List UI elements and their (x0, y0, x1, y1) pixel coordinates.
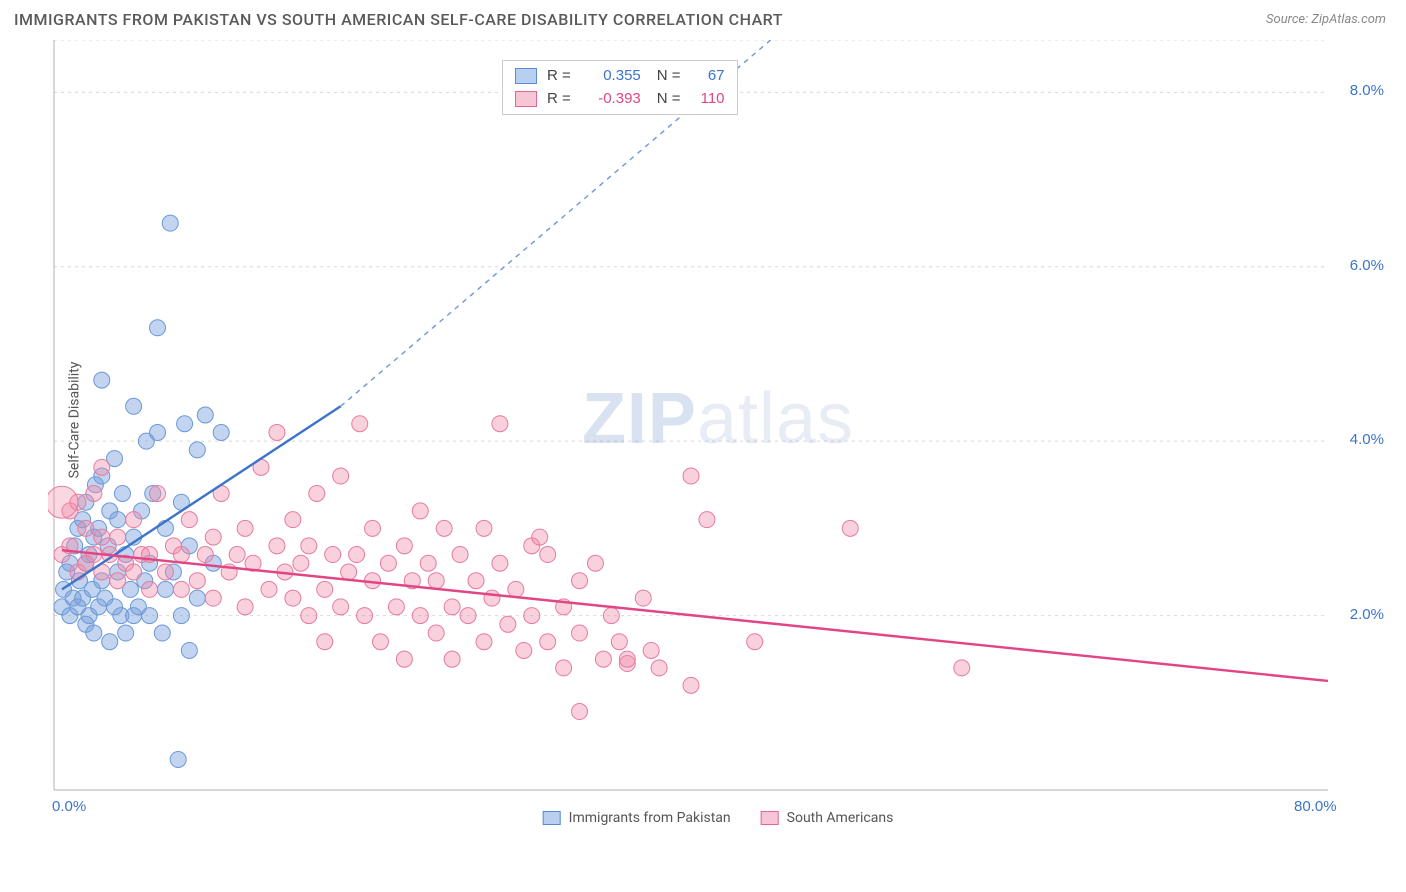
legend-row-south_american: R = -0.393 N = 110 (515, 88, 725, 111)
y-tick-label: 8.0% (1350, 82, 1384, 99)
legend-r-value: 0.355 (581, 65, 641, 88)
legend-swatch-icon (543, 811, 561, 825)
bottom-legend-item-pakistan: Immigrants from Pakistan (543, 810, 731, 826)
x-tick-label: 0.0% (52, 798, 86, 815)
legend-r-value: -0.393 (581, 88, 641, 111)
legend-swatch-icon (515, 91, 537, 107)
legend-r-label: R = (547, 65, 571, 88)
legend-r-label: R = (547, 88, 571, 111)
legend-n-value: 110 (691, 88, 725, 111)
bottom-legend-item-south_american: South Americans (761, 810, 894, 826)
y-tick-label: 4.0% (1350, 431, 1384, 448)
scatter-plot (48, 40, 1388, 830)
correlation-legend: R = 0.355 N = 67 R = -0.393 N = 110 (502, 60, 738, 115)
series-legend: Immigrants from Pakistan South Americans (543, 810, 894, 826)
bottom-legend-label: Immigrants from Pakistan (569, 810, 731, 826)
y-tick-label: 6.0% (1350, 257, 1384, 274)
chart-area: ZIPatlas R =0.355N =67R =-0.393N =110 Im… (48, 40, 1388, 830)
legend-n-label: N = (657, 88, 681, 111)
y-tick-label: 2.0% (1350, 606, 1384, 623)
x-tick-label: 80.0% (1294, 798, 1337, 815)
legend-swatch-icon (761, 811, 779, 825)
legend-n-value: 67 (691, 65, 725, 88)
source-label: Source: ZipAtlas.com (1266, 12, 1386, 27)
legend-n-label: N = (657, 65, 681, 88)
legend-row-pakistan: R = 0.355 N = 67 (515, 65, 725, 88)
bottom-legend-label: South Americans (787, 810, 894, 826)
legend-swatch-icon (515, 68, 537, 84)
chart-title: IMMIGRANTS FROM PAKISTAN VS SOUTH AMERIC… (14, 10, 783, 29)
